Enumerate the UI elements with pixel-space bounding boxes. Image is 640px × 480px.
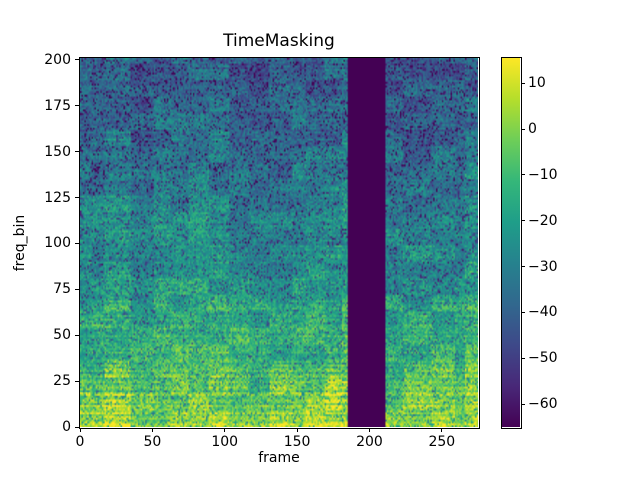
x-axis-label: frame <box>258 450 300 466</box>
y-tick-mark <box>75 242 79 244</box>
y-tick-mark <box>75 380 79 382</box>
y-tick-label: 150 <box>44 143 71 160</box>
colorbar-tick-label: −40 <box>528 304 558 321</box>
colorbar-tick-label: −50 <box>528 350 558 367</box>
x-tick-mark <box>79 428 81 432</box>
spectrogram-heatmap <box>80 58 478 427</box>
y-tick-mark <box>75 105 79 107</box>
colorbar-tick-label: −20 <box>528 212 558 229</box>
y-tick-mark <box>75 426 79 428</box>
y-tick-mark <box>75 151 79 153</box>
y-tick-label: 75 <box>53 281 71 298</box>
y-tick-label: 100 <box>44 235 71 252</box>
y-tick-label: 25 <box>53 373 71 390</box>
x-tick-label: 150 <box>283 434 311 450</box>
colorbar-tick-label: 10 <box>528 75 546 92</box>
y-tick-mark <box>75 288 79 290</box>
colorbar-tick-mark <box>521 82 525 84</box>
y-tick-mark <box>75 197 79 199</box>
x-tick-mark <box>296 428 298 432</box>
y-tick-label: 50 <box>53 327 71 344</box>
colorbar-tick-label: −60 <box>528 396 558 413</box>
colorbar-tick-label: −30 <box>528 258 558 275</box>
x-tick-mark <box>224 428 226 432</box>
x-tick-label: 250 <box>428 434 456 450</box>
colorbar-tick-mark <box>521 357 525 359</box>
x-tick-label: 0 <box>75 434 85 450</box>
colorbar-tick-mark <box>521 266 525 268</box>
colorbar-tick-mark <box>521 128 525 130</box>
x-tick-mark <box>441 428 443 432</box>
y-tick-label: 200 <box>44 51 71 68</box>
colorbar-tick-mark <box>521 220 525 222</box>
x-tick-mark <box>368 428 370 432</box>
y-tick-label: 0 <box>62 419 71 435</box>
colorbar-gradient <box>502 58 520 427</box>
y-tick-mark <box>75 59 79 61</box>
colorbar-tick-label: −10 <box>528 166 558 183</box>
y-tick-mark <box>75 334 79 336</box>
colorbar-tick-label: 0 <box>528 121 537 138</box>
colorbar-tick-mark <box>521 311 525 313</box>
x-tick-mark <box>151 428 153 432</box>
colorbar-tick-mark <box>521 403 525 405</box>
x-tick-label: 200 <box>356 434 383 450</box>
chart-title: TimeMasking <box>223 31 335 51</box>
y-tick-label: 125 <box>44 189 71 206</box>
y-tick-label: 175 <box>44 97 71 114</box>
x-tick-label: 50 <box>143 434 162 450</box>
colorbar-tick-mark <box>521 174 525 176</box>
x-tick-label: 100 <box>211 434 239 450</box>
y-axis-label: freq_bin <box>12 214 28 272</box>
